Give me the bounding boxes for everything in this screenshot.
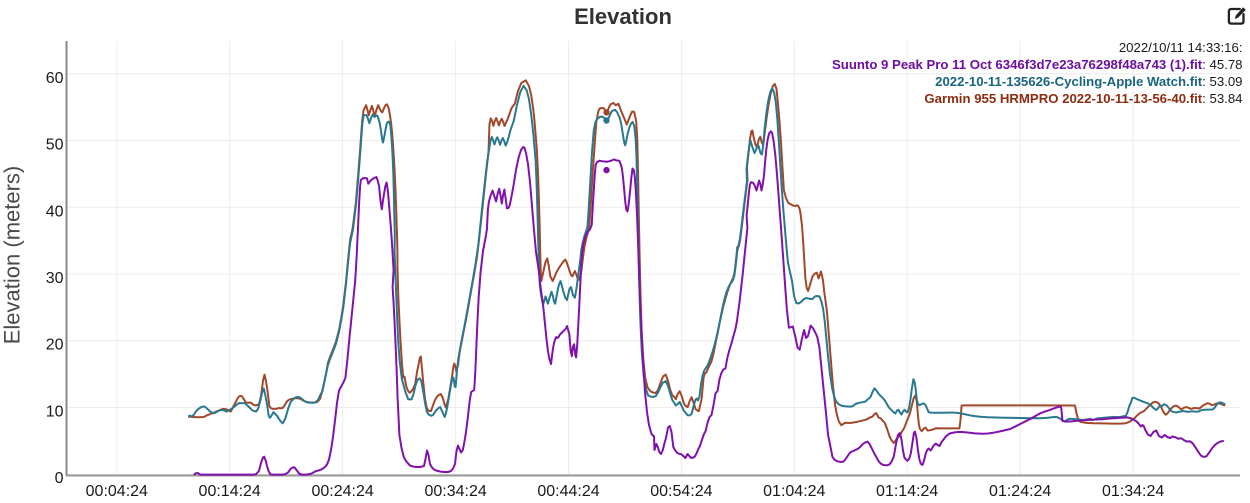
svg-text:00:34:24: 00:34:24 xyxy=(424,483,486,500)
svg-text:Elevation (meters): Elevation (meters) xyxy=(0,166,25,345)
svg-text:01:04:24: 01:04:24 xyxy=(763,483,825,500)
svg-text:01:24:24: 01:24:24 xyxy=(989,483,1051,500)
svg-text:20: 20 xyxy=(46,337,64,354)
svg-text:00:54:24: 00:54:24 xyxy=(650,483,712,500)
svg-text:01:34:24: 01:34:24 xyxy=(1102,483,1164,500)
svg-text:10: 10 xyxy=(46,404,64,421)
svg-text:0: 0 xyxy=(55,470,64,487)
svg-text:00:24:24: 00:24:24 xyxy=(311,483,373,500)
svg-text:50: 50 xyxy=(46,137,64,154)
svg-text:40: 40 xyxy=(46,203,64,220)
svg-text:00:44:24: 00:44:24 xyxy=(537,483,599,500)
svg-text:Elevation: Elevation xyxy=(574,4,672,29)
svg-text:30: 30 xyxy=(46,270,64,287)
svg-text:60: 60 xyxy=(46,70,64,87)
svg-text:00:04:24: 00:04:24 xyxy=(86,483,148,500)
svg-text:00:14:24: 00:14:24 xyxy=(199,483,261,500)
svg-text:01:14:24: 01:14:24 xyxy=(876,483,938,500)
